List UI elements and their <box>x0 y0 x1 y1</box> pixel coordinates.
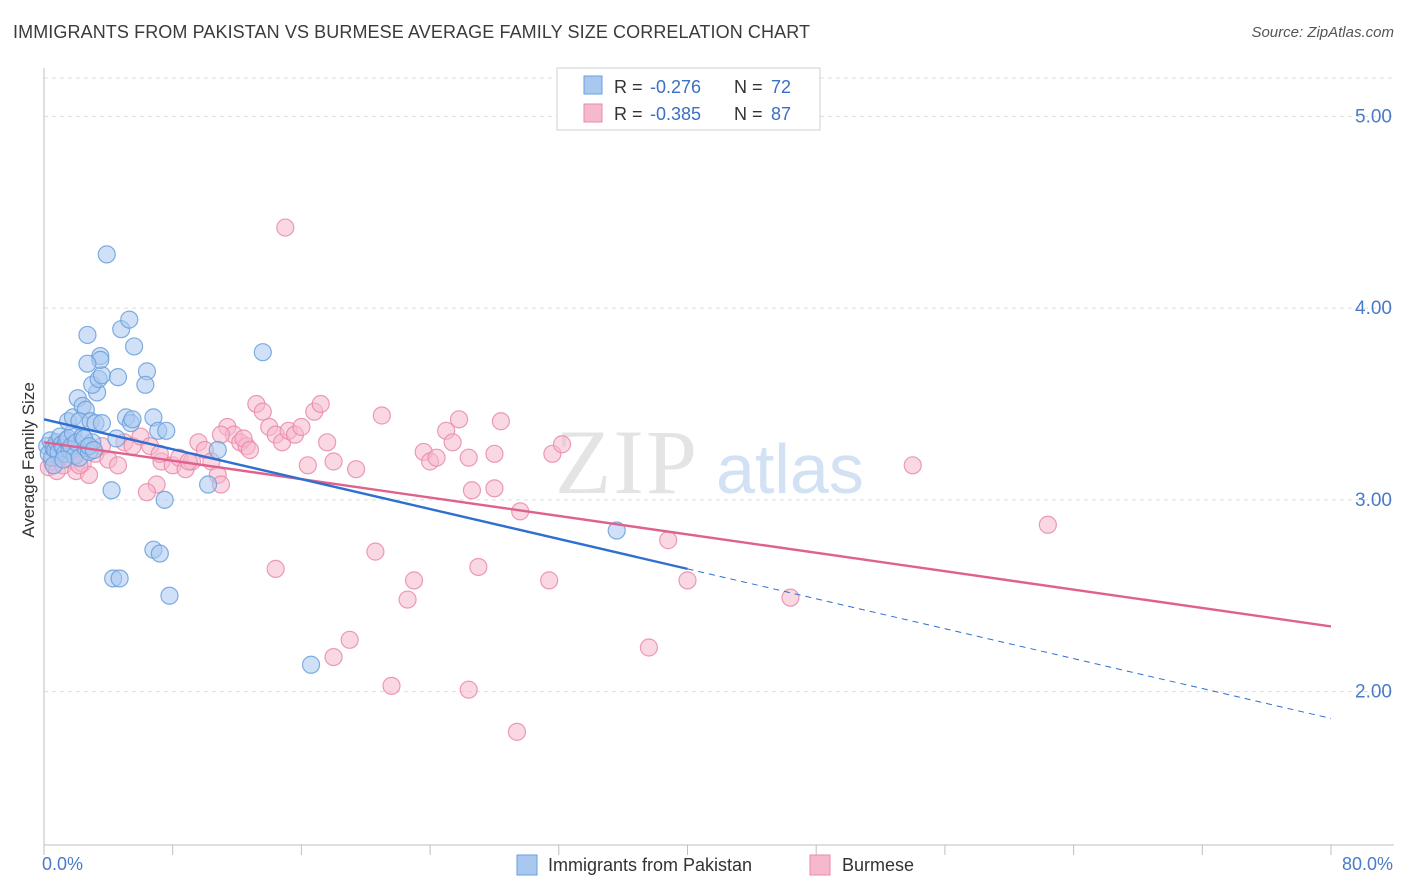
legend-r-label-pakistan: R = <box>614 77 643 97</box>
burmese-point <box>404 571 424 590</box>
y-tick-label: 3.00 <box>1355 490 1392 511</box>
gridlines <box>44 77 1394 693</box>
burmese-point <box>507 722 527 741</box>
burmese-point <box>540 571 559 590</box>
burmese-point <box>292 417 311 437</box>
legend-bottom: Immigrants from Pakistan Burmese <box>516 854 914 876</box>
burmese-trend-line <box>43 441 1332 628</box>
pakistan-point <box>78 325 97 345</box>
pakistan-point <box>54 450 73 469</box>
burmese-point <box>459 448 478 467</box>
legend-bottom-label-burmese: Burmese <box>842 855 914 875</box>
pakistan-point <box>110 569 129 588</box>
legend-top: R = -0.276 N = 72 R = -0.385 N = 87 <box>556 67 821 131</box>
burmese-point <box>372 406 391 425</box>
burmese-point <box>340 630 359 649</box>
burmese-point <box>462 481 482 500</box>
pakistan-point <box>150 544 169 563</box>
pakistan-point <box>198 475 218 494</box>
burmese-point <box>1038 515 1057 534</box>
burmese-point <box>346 460 366 479</box>
watermark-atlas: atlas <box>716 430 864 508</box>
legend-r-value-pakistan: -0.276 <box>650 77 701 97</box>
pakistan-trend-extension <box>687 568 1332 719</box>
pakistan-point <box>253 343 272 362</box>
x-tick-label-end: 80.0% <box>1342 854 1393 874</box>
burmese-point <box>491 412 510 431</box>
pakistan-point <box>120 310 139 329</box>
burmese-point <box>108 456 128 475</box>
legend-swatch-pakistan <box>583 75 603 95</box>
burmese-point <box>266 559 285 578</box>
burmese-point <box>459 680 478 699</box>
pakistan-point <box>92 366 112 385</box>
legend-n-value-burmese: 87 <box>771 104 791 124</box>
legend-n-value-pakistan: 72 <box>771 77 791 97</box>
burmese-point <box>903 456 922 475</box>
source-label: Source: ZipAtlas.com <box>1251 24 1394 41</box>
pakistan-point <box>108 368 128 387</box>
burmese-point <box>449 410 469 429</box>
burmese-point <box>311 394 330 414</box>
burmese-point <box>485 479 504 498</box>
burmese-point <box>137 483 157 502</box>
burmese-point <box>318 433 337 452</box>
pakistan-point <box>157 421 176 440</box>
pakistan-point <box>92 414 112 433</box>
burmese-point <box>781 588 800 607</box>
burmese-point <box>366 542 385 561</box>
legend-n-label-pakistan: N = <box>734 77 763 97</box>
pakistan-point <box>160 586 179 605</box>
burmese-point <box>639 638 658 657</box>
watermark-zip: ZIP <box>555 411 699 513</box>
trend-lines <box>43 418 1332 719</box>
pakistan-point <box>97 245 116 264</box>
burmese-point <box>469 557 488 577</box>
legend-bottom-swatch-pakistan <box>516 854 538 876</box>
burmese-point <box>678 571 697 590</box>
burmese-point <box>253 402 272 421</box>
burmese-point <box>276 218 295 237</box>
y-tick-labels: 2.00 3.00 4.00 5.00 <box>1355 106 1392 702</box>
burmese-point <box>485 444 504 463</box>
burmese-point <box>659 531 678 550</box>
pakistan-point <box>155 490 174 509</box>
burmese-point <box>427 448 446 467</box>
pakistan-point <box>102 481 121 500</box>
chart-title: IMMIGRANTS FROM PAKISTAN VS BURMESE AVER… <box>13 22 811 42</box>
burmese-point <box>211 425 231 444</box>
legend-bottom-label-pakistan: Immigrants from Pakistan <box>548 855 752 875</box>
legend-r-label-burmese: R = <box>614 104 643 124</box>
pakistan-point <box>208 440 227 460</box>
y-tick-label: 4.00 <box>1355 298 1392 319</box>
pakistan-trend-line <box>43 418 688 571</box>
pakistan-point <box>124 337 144 356</box>
legend-n-label-burmese: N = <box>734 104 763 124</box>
x-ticks <box>43 845 1332 855</box>
y-tick-label: 5.00 <box>1355 106 1392 127</box>
burmese-point <box>324 452 343 471</box>
pakistan-point <box>136 375 155 394</box>
burmese-point <box>382 676 401 695</box>
pakistan-point <box>607 521 626 540</box>
burmese-point <box>398 590 417 609</box>
legend-swatch-burmese <box>583 103 603 123</box>
burmese-point <box>240 440 260 460</box>
pakistan-points <box>38 245 626 674</box>
pakistan-point <box>123 410 142 429</box>
burmese-point <box>324 647 343 667</box>
y-tick-label: 2.00 <box>1355 682 1392 703</box>
y-axis-label: Average Family Size <box>19 382 38 538</box>
x-tick-label-start: 0.0% <box>42 854 83 874</box>
pakistan-point <box>78 354 97 373</box>
burmese-point <box>298 456 317 475</box>
burmese-points <box>39 218 1057 741</box>
legend-bottom-swatch-burmese <box>809 854 831 876</box>
burmese-point <box>552 435 572 454</box>
legend-r-value-burmese: -0.385 <box>650 104 701 124</box>
pakistan-point <box>301 655 321 674</box>
burmese-point <box>443 433 462 452</box>
